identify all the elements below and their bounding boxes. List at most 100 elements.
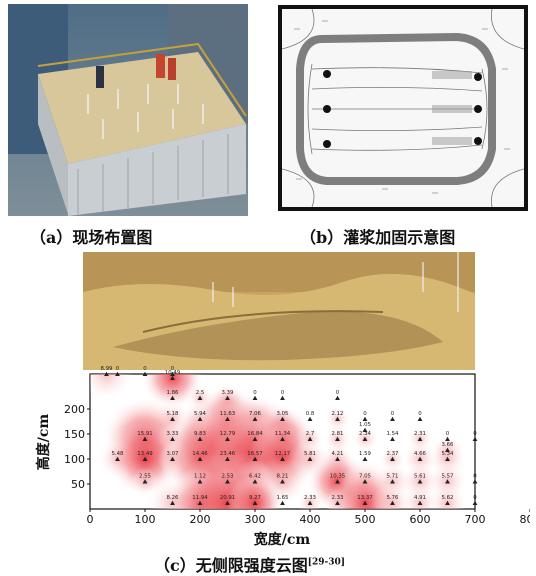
strength-value-label: 2.31: [414, 431, 426, 437]
sample-point-marker: [390, 479, 395, 484]
y-tick-label: 50: [71, 478, 85, 491]
strength-value-label: 0: [363, 411, 367, 417]
strength-value-label: 0: [171, 366, 175, 372]
strength-value-label: 12.17: [275, 451, 290, 457]
strength-value-label: 11.63: [220, 411, 235, 417]
strength-value-label: 9.83: [194, 431, 206, 437]
sample-point-marker: [170, 395, 175, 400]
strength-value-label: 10.35: [330, 474, 345, 480]
strength-value-label: 14.46: [192, 451, 208, 457]
sample-point-marker: [252, 436, 258, 441]
x-tick-label: 600: [410, 513, 431, 526]
ucs-contour-chart: 8.99 0 0 010.491.86 2.5 3.39 0 0 05.18 5.94 11.63 7…: [35, 366, 530, 548]
sample-point-marker: [197, 436, 203, 441]
strength-value-label: 1.54: [386, 431, 399, 437]
sample-point-marker: [472, 479, 478, 484]
strength-value-label: 23.46: [220, 451, 236, 457]
strength-value-label: 2.55: [139, 474, 151, 480]
strength-value-label: 3.66: [441, 442, 454, 448]
sample-point-marker: [197, 416, 203, 421]
sample-point-marker: [280, 395, 285, 400]
sample-point-marker: [417, 416, 423, 421]
strength-value-label: 0: [473, 474, 477, 480]
strength-value-label: 1.59: [359, 451, 372, 457]
sample-point-marker: [307, 416, 313, 421]
sample-point-marker: [115, 371, 120, 376]
sample-point-marker: [252, 416, 258, 421]
x-tick-label: 0: [87, 513, 94, 526]
sample-point-marker: [390, 500, 395, 505]
grouting-schematic: [278, 5, 528, 211]
sample-point-marker: [142, 479, 148, 484]
field-layout-photo: [8, 4, 248, 216]
sample-point-marker: [142, 456, 148, 461]
x-tick-label: 700: [465, 513, 486, 526]
strength-value-label: 8.26: [166, 495, 179, 501]
x-tick-label: 300: [245, 513, 266, 526]
sample-point-marker: [170, 375, 175, 380]
intensity-blob: [226, 474, 284, 509]
grouted-soil-photo: [83, 252, 475, 370]
sample-point-marker: [445, 447, 450, 452]
caption-a: （a）现场布置图: [30, 228, 153, 247]
sample-point-marker: [170, 456, 175, 461]
strength-value-label: 16.57: [247, 451, 262, 457]
strength-value-label: 0.8: [306, 411, 315, 417]
sample-point-marker: [390, 416, 395, 421]
sample-point-marker: [170, 416, 175, 421]
strength-value-label: 8.21: [276, 474, 288, 480]
y-axis-label: 高度/cm: [35, 414, 52, 471]
strength-value-label: 5.48: [111, 451, 124, 457]
x-tick-label: 500: [355, 513, 376, 526]
sample-point-marker: [307, 500, 313, 505]
y-tick-label: 100: [64, 453, 85, 466]
strength-value-label: 0: [446, 431, 450, 437]
sample-point-marker: [307, 456, 313, 461]
sample-point-marker: [335, 500, 340, 505]
sample-point-marker: [197, 500, 203, 505]
sample-point-marker: [197, 395, 203, 400]
x-axis-label: 宽度/cm: [254, 531, 311, 548]
sample-point-marker: [225, 456, 230, 461]
sample-point-marker: [280, 479, 285, 484]
strength-value-label: 4.21: [331, 451, 343, 457]
sample-point-marker: [225, 395, 230, 400]
strength-value-label: 2.37: [386, 451, 398, 457]
strength-value-label: 2.5: [196, 390, 205, 396]
sample-point-marker: [225, 479, 230, 484]
y-tick-label: 200: [64, 403, 85, 416]
sample-point-marker: [170, 371, 175, 376]
strength-value-label: 0: [336, 390, 340, 396]
strength-value-label: 5.62: [441, 495, 453, 501]
sample-point-marker: [142, 436, 148, 441]
strength-value-label: 0: [281, 390, 285, 396]
sample-point-marker: [390, 456, 395, 461]
sample-point-marker: [225, 436, 230, 441]
sample-point-marker: [417, 456, 423, 461]
x-tick-label: 200: [190, 513, 211, 526]
intensity-blob: [296, 489, 324, 509]
caption-c-text: （c）无侧限强度云图: [154, 556, 308, 575]
strength-value-label: 20.91: [220, 495, 235, 501]
strength-value-label: 3.39: [221, 390, 234, 396]
sample-point-marker: [142, 371, 148, 376]
strength-value-label: 13.49: [137, 451, 153, 457]
strength-value-label: 0: [391, 411, 395, 417]
strength-value-label: 5.76: [386, 495, 399, 501]
sample-point-marker: [362, 456, 368, 461]
sample-point-marker: [362, 436, 368, 441]
strength-value-label: 1.86: [166, 390, 179, 396]
strength-value-label: 5.18: [166, 411, 179, 417]
sample-point-marker: [280, 456, 285, 461]
sample-point-marker: [280, 436, 285, 441]
sample-point-marker: [225, 416, 230, 421]
strength-value-label: 0: [473, 495, 477, 501]
intensity-blob: [90, 374, 135, 402]
strength-value-label: 11.34: [275, 431, 291, 437]
strength-value-label: 2.33: [331, 495, 343, 501]
x-tick-label: 100: [135, 513, 156, 526]
sample-point-marker: [362, 500, 368, 505]
sample-point-marker: [445, 479, 450, 484]
sample-point-marker: [445, 436, 450, 441]
sample-point-marker: [335, 395, 340, 400]
